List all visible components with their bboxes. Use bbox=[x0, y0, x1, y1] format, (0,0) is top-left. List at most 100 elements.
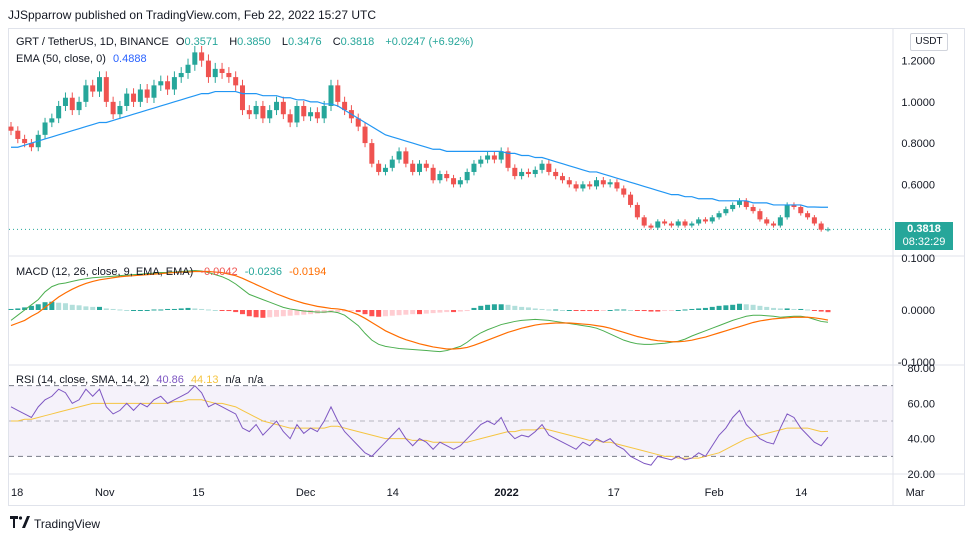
macd-histogram-bar bbox=[471, 307, 477, 310]
macd-histogram-bar bbox=[199, 308, 205, 310]
candle-body bbox=[69, 97, 75, 111]
candle-body bbox=[696, 219, 702, 224]
macd-histogram-bar bbox=[771, 307, 777, 310]
candle-body bbox=[478, 159, 484, 164]
macd-histogram-bar bbox=[28, 305, 34, 310]
macd-histogram-bar bbox=[417, 310, 422, 315]
macd-histogram-bar bbox=[621, 309, 627, 311]
candle-body bbox=[791, 204, 797, 208]
macd-histogram-bar bbox=[239, 310, 245, 315]
macd-histogram-bar bbox=[56, 302, 62, 310]
macd-histogram-bar bbox=[675, 310, 681, 311]
candle-body bbox=[573, 184, 579, 189]
macd-histogram-bar bbox=[62, 303, 68, 310]
ema-line bbox=[11, 90, 829, 208]
rsi-axis-tick: 20.00 bbox=[907, 469, 935, 481]
symbol-label[interactable]: GRT / TetherUS, 1D, BINANCE bbox=[16, 36, 169, 48]
macd-histogram-bar bbox=[226, 310, 232, 312]
macd-histogram-bar bbox=[437, 310, 443, 313]
rsi-legend[interactable]: RSI (14, close, SMA, 14, 2) 40.86 44.13 … bbox=[16, 374, 267, 386]
macd-histogram-bar bbox=[587, 310, 593, 312]
macd-hist-value: -0.0042 bbox=[200, 266, 238, 278]
macd-histogram-bar bbox=[723, 305, 729, 310]
rsi-na-2: n/a bbox=[247, 374, 264, 386]
macd-histogram-bar bbox=[382, 310, 388, 317]
low-value: 0.3476 bbox=[287, 36, 322, 48]
candle-body bbox=[764, 219, 770, 224]
macd-histogram-bar bbox=[662, 310, 668, 312]
candle-body bbox=[376, 163, 382, 172]
candle-body bbox=[42, 122, 48, 135]
macd-histogram-bar bbox=[42, 302, 48, 310]
macd-histogram-bar bbox=[566, 310, 572, 311]
candle-body bbox=[709, 217, 715, 222]
low-label: L bbox=[281, 36, 288, 48]
candle-body bbox=[355, 118, 361, 127]
macd-histogram-bar bbox=[362, 310, 368, 315]
candle-body bbox=[253, 105, 259, 115]
macd-histogram-bar bbox=[539, 308, 545, 310]
candle-body bbox=[641, 217, 647, 226]
candle-body bbox=[621, 188, 627, 195]
close-value: 0.3818 bbox=[340, 36, 375, 48]
publisher-text: JJSpparrow published on TradingView.com,… bbox=[8, 8, 376, 22]
candle-body bbox=[634, 204, 640, 218]
macd-legend[interactable]: MACD (12, 26, close, 9, EMA, EMA) -0.004… bbox=[16, 266, 330, 278]
macd-axis-tick: 0.1000 bbox=[901, 253, 935, 265]
macd-histogram-bar bbox=[35, 304, 41, 310]
candle-body bbox=[498, 151, 504, 160]
candle-body bbox=[246, 110, 252, 115]
macd-histogram-bar bbox=[389, 310, 395, 316]
candle-body bbox=[369, 143, 375, 164]
macd-histogram-bar bbox=[805, 309, 811, 311]
candle-body bbox=[457, 180, 463, 185]
macd-histogram-bar bbox=[335, 310, 341, 313]
candle-body bbox=[212, 68, 218, 78]
candle-body bbox=[178, 72, 184, 78]
macd-histogram-bar bbox=[648, 310, 654, 312]
macd-signal-value: -0.0194 bbox=[289, 266, 327, 278]
macd-histogram-bar bbox=[532, 308, 538, 310]
ema-legend[interactable]: EMA (50, close, 0) 0.4888 bbox=[16, 53, 151, 65]
macd-histogram-bar bbox=[825, 310, 831, 313]
macd-histogram-bar bbox=[342, 310, 348, 312]
candle-body bbox=[90, 85, 96, 92]
last-price-tag: 0.3818 08:32:29 bbox=[895, 222, 953, 250]
candle-body bbox=[743, 200, 749, 208]
tradingview-logo[interactable]: TradingView bbox=[10, 516, 100, 531]
candle-body bbox=[22, 138, 28, 144]
macd-histogram-bar bbox=[103, 308, 109, 310]
macd-histogram-bar bbox=[376, 310, 382, 317]
candle-body bbox=[280, 101, 286, 115]
candle-body bbox=[546, 163, 552, 172]
candle-body bbox=[192, 52, 198, 65]
macd-histogram-bar bbox=[49, 301, 55, 310]
macd-histogram-bar bbox=[757, 305, 763, 310]
rsi-axis-tick: 40.00 bbox=[907, 434, 935, 446]
macd-histogram-bar bbox=[730, 304, 736, 310]
candle-body bbox=[233, 77, 239, 86]
candle-body bbox=[199, 52, 205, 61]
candle-body bbox=[607, 182, 613, 185]
macd-histogram-bar bbox=[308, 310, 314, 315]
macd-histogram-bar bbox=[546, 309, 552, 311]
candle-body bbox=[532, 169, 538, 175]
last-price: 0.3818 bbox=[907, 223, 941, 235]
candle-body bbox=[403, 151, 409, 164]
macd-histogram-bar bbox=[457, 310, 463, 312]
macd-histogram-bar bbox=[764, 306, 770, 310]
candle-body bbox=[226, 72, 232, 78]
candle-body bbox=[151, 85, 157, 98]
macd-histogram-bar bbox=[301, 310, 307, 315]
macd-histogram-bar bbox=[137, 310, 143, 311]
macd-histogram-bar bbox=[69, 304, 75, 310]
candle-body bbox=[294, 105, 300, 123]
candle-body bbox=[519, 171, 525, 177]
tradingview-logo-icon bbox=[10, 516, 30, 531]
macd-histogram-bar bbox=[743, 304, 749, 310]
macd-histogram-bar bbox=[451, 310, 457, 313]
candle-body bbox=[464, 171, 470, 181]
macd-histogram-bar bbox=[716, 305, 722, 310]
currency-selector[interactable]: USDT bbox=[910, 33, 948, 51]
